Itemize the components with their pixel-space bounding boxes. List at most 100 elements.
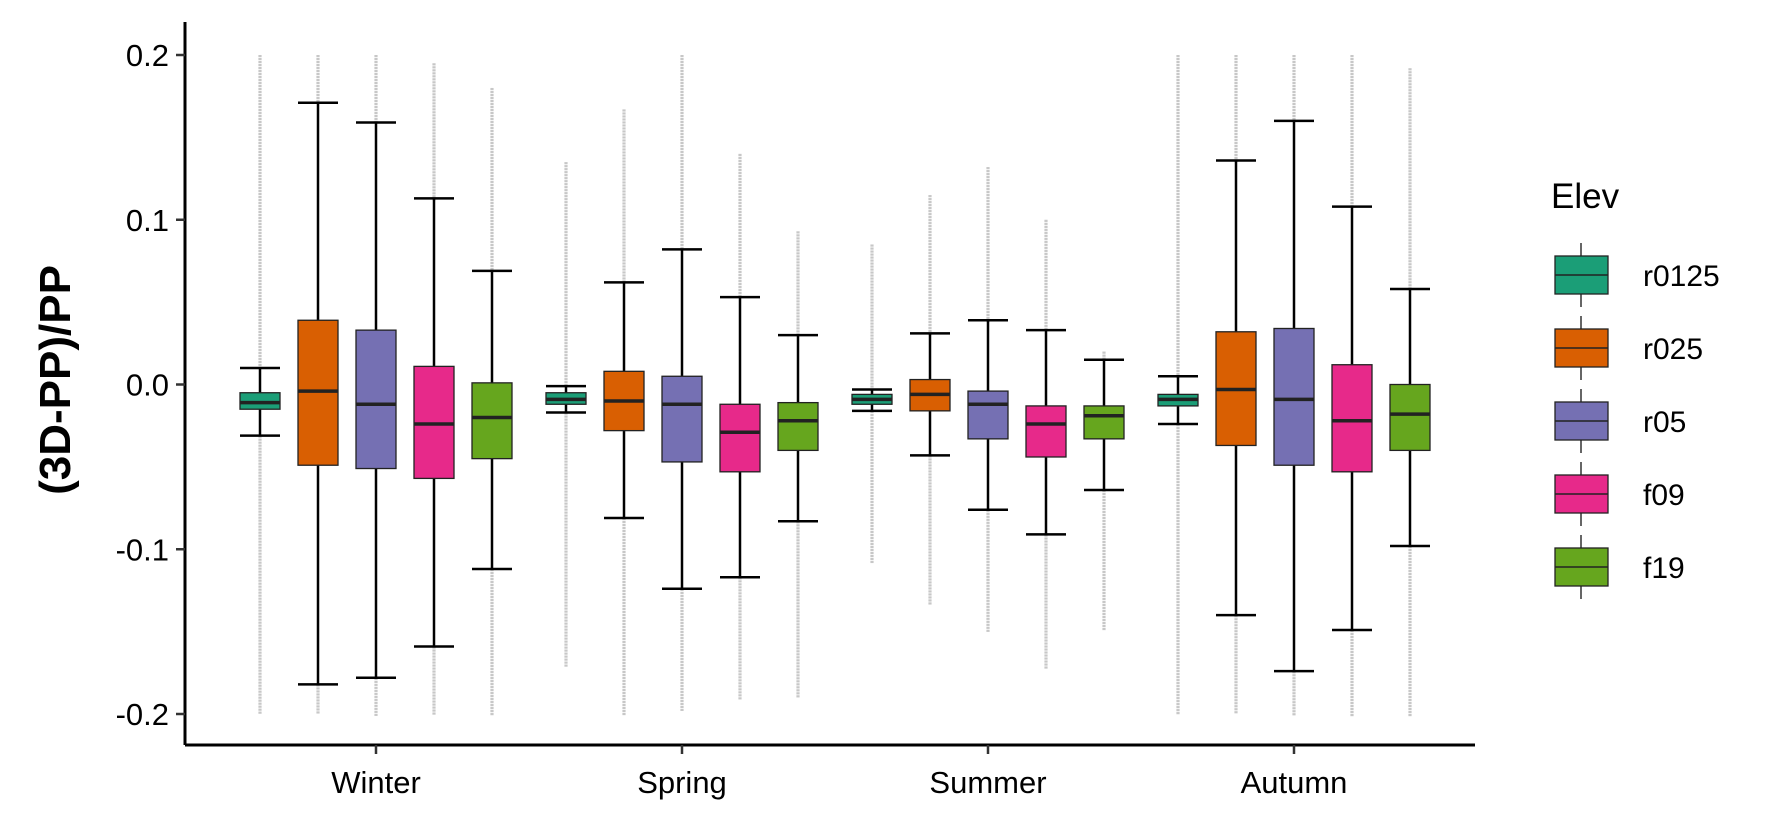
outlier-point — [870, 361, 874, 364]
outlier-point — [622, 526, 626, 530]
outlier-point — [1234, 61, 1238, 64]
outlier-point — [1102, 612, 1106, 616]
outlier-point — [1408, 599, 1412, 603]
outlier-point — [680, 678, 684, 681]
outlier-point — [490, 135, 494, 139]
outlier-point — [258, 444, 262, 447]
outlier-point — [258, 684, 262, 687]
outlier-point — [1234, 115, 1238, 118]
outlier-point — [490, 644, 494, 647]
outlier-point — [1408, 707, 1412, 711]
outlier-point — [564, 463, 568, 466]
outlier-point — [258, 310, 262, 313]
outlier-point — [564, 240, 568, 243]
outlier-point — [564, 517, 568, 520]
outlier-point — [1408, 170, 1412, 173]
outlier-point — [1176, 346, 1180, 349]
outlier-point — [316, 64, 320, 67]
box-f09-autumn — [1331, 205, 1373, 632]
outlier-point — [928, 324, 932, 327]
outlier-point — [374, 67, 378, 70]
outlier-point — [928, 264, 932, 267]
outlier-point — [1176, 496, 1180, 499]
outlier-point — [1350, 707, 1354, 711]
outlier-point — [796, 237, 800, 240]
outlier-point — [1176, 706, 1180, 709]
outlier-point — [258, 651, 262, 654]
outlier-point — [316, 55, 320, 58]
outlier-point — [374, 73, 378, 76]
outlier-point — [258, 525, 262, 528]
outlier-point — [1044, 264, 1048, 267]
outlier-point — [680, 591, 684, 594]
outlier-point — [374, 79, 378, 82]
outlier-point — [1350, 698, 1354, 702]
outlier-point — [622, 202, 626, 205]
outlier-point — [928, 518, 932, 521]
outlier-point — [1102, 519, 1106, 523]
outlier-point — [986, 629, 990, 632]
outlier-point — [986, 581, 990, 584]
outlier-point — [1408, 653, 1412, 657]
outlier-point — [1176, 613, 1180, 616]
outlier-point — [622, 574, 626, 578]
outlier-point — [1176, 370, 1180, 373]
outlier-point — [1292, 109, 1296, 112]
outlier-point — [680, 73, 684, 76]
outlier-point — [738, 237, 742, 241]
box-r05-spring — [661, 248, 703, 591]
outlier-point — [1176, 130, 1180, 133]
outlier-point — [1176, 625, 1180, 628]
box-f19-autumn — [1389, 287, 1431, 548]
outlier-point — [490, 710, 494, 713]
outlier-point — [258, 462, 262, 465]
outlier-point — [622, 604, 626, 608]
outlier-point — [316, 693, 320, 696]
outlier-point — [564, 442, 568, 445]
outlier-point — [1408, 629, 1412, 633]
outlier-point — [1408, 92, 1412, 95]
outlier-point — [1350, 145, 1354, 148]
outlier-point — [870, 301, 874, 304]
outlier-point — [490, 689, 494, 692]
outlier-point — [1408, 173, 1412, 176]
outlier-point — [1408, 713, 1412, 717]
outlier-point — [258, 546, 262, 549]
outlier-point — [738, 264, 742, 268]
outlier-point — [432, 174, 436, 177]
outlier-point — [1176, 232, 1180, 235]
outlier-point — [1234, 136, 1238, 139]
outlier-point — [870, 419, 874, 423]
outlier-point — [928, 596, 932, 599]
outlier-point — [738, 252, 742, 256]
box-iqr — [471, 382, 513, 460]
outlier-point — [928, 557, 932, 560]
outlier-point — [986, 185, 990, 188]
outlier-point — [1176, 637, 1180, 640]
outlier-point — [1350, 662, 1354, 666]
outlier-point — [622, 274, 626, 277]
outlier-point — [1176, 589, 1180, 592]
outlier-point — [1176, 298, 1180, 301]
outlier-point — [928, 485, 932, 488]
outlier-point — [564, 664, 568, 667]
outlier-point — [622, 616, 626, 620]
outlier-point — [870, 476, 874, 480]
outliers-r025-winter — [316, 55, 320, 714]
outlier-point — [258, 513, 262, 516]
outlier-point — [1408, 161, 1412, 164]
outlier-point — [1234, 82, 1238, 85]
outlier-point — [1044, 666, 1048, 669]
outlier-point — [928, 321, 932, 324]
outlier-point — [1350, 61, 1354, 64]
outlier-point — [1292, 55, 1296, 58]
outlier-point — [258, 693, 262, 696]
outlier-point — [564, 472, 568, 475]
outlier-point — [986, 599, 990, 602]
outlier-point — [374, 713, 378, 716]
outlier-point — [258, 217, 262, 220]
outlier-point — [490, 93, 494, 97]
outlier-point — [870, 527, 874, 531]
outlier-point — [986, 587, 990, 590]
outlier-point — [1408, 281, 1412, 284]
